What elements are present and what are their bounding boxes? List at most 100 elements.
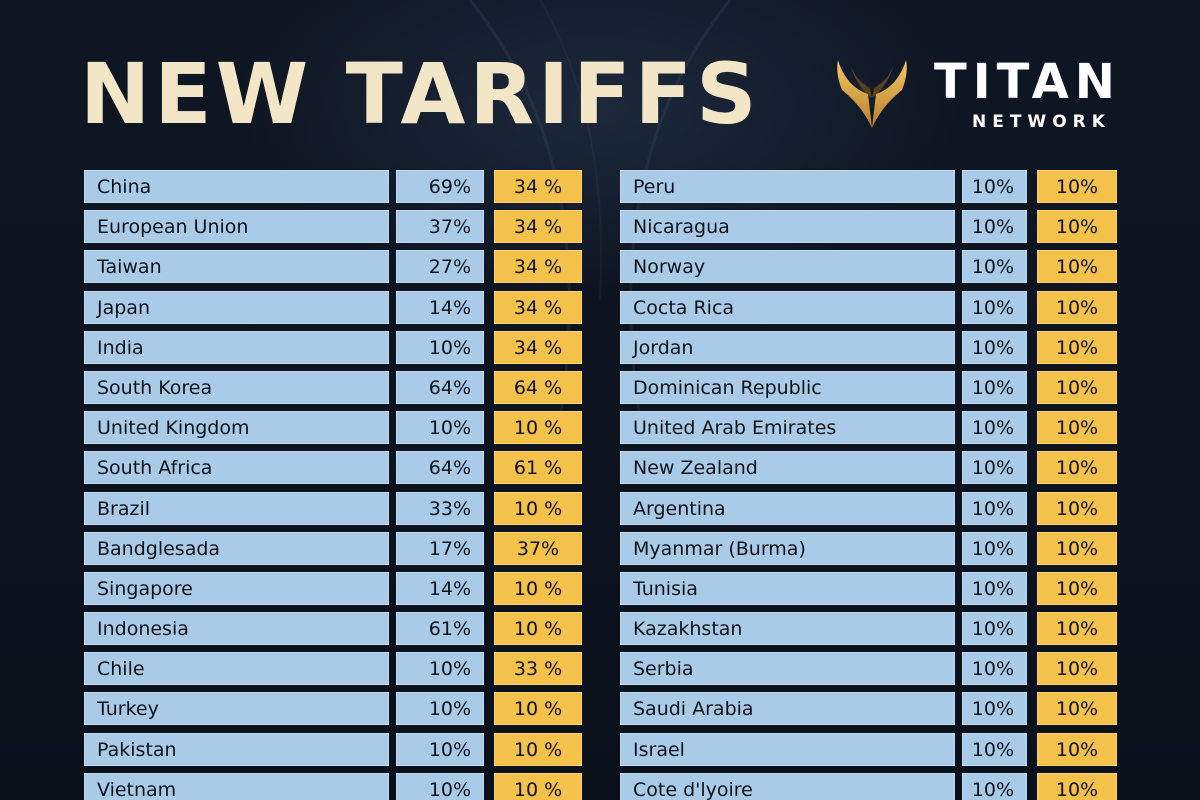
table-row: United Arab Emirates 10% 10% [620,411,1117,445]
country-name: Kazakhstan [620,612,955,646]
country-name: Pakistan [84,732,389,766]
tariff-charged-value: 10% [962,612,1027,646]
reciprocal-tariff-value: 37% [494,531,582,565]
reciprocal-tariff-value: 10% [1037,612,1117,646]
tariff-charged-value: 10% [962,652,1027,686]
country-name: Turkey [84,692,389,726]
reciprocal-tariff-value: 10% [1037,652,1117,686]
table-row: Taiwan 27% 34 % [84,250,582,284]
table-row: Norway 10% 10% [620,250,1117,284]
table-row: Cocta Rica 10% 10% [620,290,1117,324]
country-name: Singapore [84,571,389,605]
reciprocal-tariff-value: 34 % [494,330,582,364]
country-name: China [84,170,389,203]
reciprocal-tariff-value: 33 % [494,652,582,686]
table-row: Pakistan 10% 10 % [84,732,582,766]
tariff-charged-value: 10% [962,571,1027,605]
tariff-charged-value: 10% [962,732,1027,766]
country-name: Bandglesada [84,531,389,565]
table-row: Cote d'lyoire 10% 10% [620,772,1117,800]
winged-v-logo-icon [837,60,907,128]
table-row: Israel 10% 10% [620,732,1117,766]
reciprocal-tariff-value: 34 % [494,210,582,244]
country-name: Serbia [620,652,955,686]
table-row: New Zealand 10% 10% [620,451,1117,485]
country-name: Nicaragua [620,210,955,244]
table-row: Brazil 33% 10 % [84,491,582,525]
country-name: Vietnam [84,772,389,800]
reciprocal-tariff-value: 10% [1037,411,1117,445]
reciprocal-tariff-value: 10 % [494,571,582,605]
country-name: Cote d'lyoire [620,772,955,800]
reciprocal-tariff-value: 10% [1037,210,1117,244]
country-name: Saudi Arabia [620,692,955,726]
tariff-charged-value: 61% [396,612,484,646]
tariff-charged-value: 10% [962,210,1027,244]
tariff-charged-value: 64% [396,451,484,485]
tariff-charged-value: 33% [396,491,484,525]
reciprocal-tariff-value: 10% [1037,250,1117,284]
table-row: Turkey 10% 10 % [84,692,582,726]
tariff-charged-value: 10% [396,692,484,726]
tariff-charged-value: 10% [962,170,1027,203]
tariff-charged-value: 10% [962,250,1027,284]
country-name: India [84,330,389,364]
tariff-charged-value: 10% [396,411,484,445]
tariff-charged-value: 14% [396,571,484,605]
reciprocal-tariff-value: 10% [1037,290,1117,324]
country-name: Tunisia [620,571,955,605]
tariff-charged-value: 10% [962,370,1027,404]
country-name: Peru [620,170,955,203]
reciprocal-tariff-value: 10% [1037,330,1117,364]
reciprocal-tariff-value: 10% [1037,451,1117,485]
tariff-charged-value: 14% [396,290,484,324]
reciprocal-tariff-value: 10% [1037,491,1117,525]
country-name: Indonesia [84,612,389,646]
country-name: Norway [620,250,955,284]
country-name: Israel [620,732,955,766]
table-row: South Africa 64% 61 % [84,451,582,485]
reciprocal-tariff-value: 10 % [494,612,582,646]
reciprocal-tariff-value: 10% [1037,692,1117,726]
tariff-table-right: Peru 10% 10% Nicaragua 10% 10% Norway 10% 10% Coc… [620,170,1117,800]
country-name: European Union [84,210,389,244]
reciprocal-tariff-value: 10 % [494,411,582,445]
reciprocal-tariff-value: 10% [1037,370,1117,404]
reciprocal-tariff-value: 10% [1037,571,1117,605]
tariff-table-left: China 69% 34 % European Union 37% 34 % Taiwan 2… [84,170,582,800]
tariff-charged-value: 17% [396,531,484,565]
tariff-charged-value: 10% [962,491,1027,525]
table-row: Tunisia 10% 10% [620,571,1117,605]
country-name: South Korea [84,370,389,404]
tariff-charged-value: 64% [396,370,484,404]
country-name: Chile [84,652,389,686]
table-row: Saudi Arabia 10% 10% [620,692,1117,726]
tariff-charged-value: 10% [962,330,1027,364]
reciprocal-tariff-value: 10% [1037,732,1117,766]
tariff-charged-value: 69% [396,170,484,203]
table-row: Argentina 10% 10% [620,491,1117,525]
country-name: Myanmar (Burma) [620,531,955,565]
table-row: Myanmar (Burma) 10% 10% [620,531,1117,565]
reciprocal-tariff-value: 34 % [494,290,582,324]
reciprocal-tariff-value: 10 % [494,491,582,525]
table-row: Chile 10% 33 % [84,652,582,686]
table-row: Singapore 14% 10 % [84,571,582,605]
table-row: Bandglesada 17% 37% [84,531,582,565]
table-row: European Union 37% 34 % [84,210,582,244]
reciprocal-tariff-value: 10 % [494,692,582,726]
table-row: United Kingdom 10% 10 % [84,411,582,445]
tariff-charged-value: 10% [396,772,484,800]
table-row: India 10% 34 % [84,330,582,364]
table-row: Nicaragua 10% 10% [620,210,1117,244]
country-name: South Africa [84,451,389,485]
table-row: Japan 14% 34 % [84,290,582,324]
reciprocal-tariff-value: 34 % [494,170,582,203]
table-row: Indonesia 61% 10 % [84,612,582,646]
country-name: Dominican Republic [620,370,955,404]
reciprocal-tariff-value: 10 % [494,732,582,766]
table-row: Jordan 10% 10% [620,330,1117,364]
brand-logo: TITAN NETWORK [830,52,1160,142]
tariff-charged-value: 27% [396,250,484,284]
brand-subtitle: NETWORK [972,112,1111,132]
